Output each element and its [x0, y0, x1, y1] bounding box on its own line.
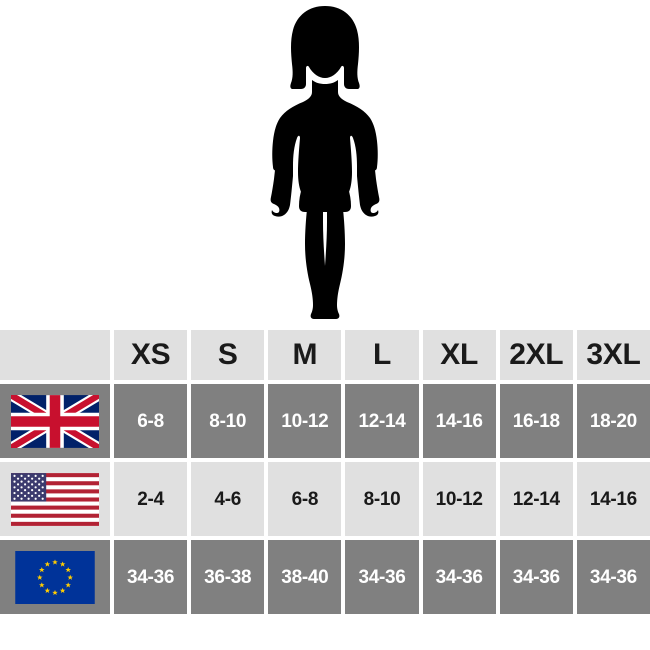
header-label-2xl: 2XL	[509, 338, 564, 371]
header-cell-xl: XL	[422, 330, 496, 380]
us-value-xs: 2-4	[137, 488, 164, 510]
uk-size-cell-3xl: 18-20	[576, 384, 650, 458]
uk-value-xl: 14-16	[435, 410, 483, 432]
uk-flag-cell	[0, 384, 110, 458]
header-corner-cell	[0, 330, 110, 380]
header-label-xl: XL	[440, 338, 478, 371]
table-header-row: XS S M L XL 2XL 3XL	[0, 330, 650, 380]
uk-flag-icon	[11, 394, 99, 448]
us-value-xl: 10-12	[435, 488, 483, 510]
header-label-s: S	[217, 338, 238, 371]
eu-value-2xl: 34-36	[512, 566, 560, 588]
header-label-m: M	[292, 338, 318, 371]
uk-size-cell-s: 8-10	[191, 384, 265, 458]
eu-size-cell-l: 34-36	[345, 540, 419, 614]
eu-value-xs: 34-36	[127, 566, 175, 588]
eu-size-cell-s: 36-38	[191, 540, 265, 614]
eu-size-cell-xl: 34-36	[422, 540, 496, 614]
us-size-cell-xl: 10-12	[422, 462, 496, 536]
uk-size-cell-l: 12-14	[345, 384, 419, 458]
table-row: 6-8 8-10 10-12 12-14 14-16 16-18 18-20	[0, 384, 650, 458]
uk-value-m: 10-12	[281, 410, 329, 432]
eu-value-3xl: 34-36	[589, 566, 637, 588]
uk-value-xs: 6-8	[137, 410, 164, 432]
table-row: 2-4 4-6 6-8 8-10 10-12 12-14 14-16	[0, 462, 650, 536]
header-cell-m: M	[268, 330, 342, 380]
us-size-cell-2xl: 12-14	[499, 462, 573, 536]
eu-size-cell-2xl: 34-36	[499, 540, 573, 614]
size-chart-table: XS S M L XL 2XL 3XL	[0, 330, 650, 616]
figure-illustration-area	[270, 6, 380, 319]
eu-value-s: 36-38	[204, 566, 252, 588]
eu-size-cell-m: 38-40	[268, 540, 342, 614]
us-value-s: 4-6	[214, 488, 241, 510]
us-value-m: 6-8	[291, 488, 319, 510]
us-size-cell-3xl: 14-16	[576, 462, 650, 536]
table-row: 34-36 36-38 38-40 34-36 34-36 34-36 34-3…	[0, 540, 650, 614]
eu-value-l: 34-36	[358, 566, 406, 588]
us-size-cell-m: 6-8	[268, 462, 342, 536]
us-size-cell-l: 8-10	[345, 462, 419, 536]
uk-value-3xl: 18-20	[589, 410, 637, 432]
uk-value-l: 12-14	[358, 410, 406, 432]
us-flag-cell	[0, 462, 110, 536]
eu-flag-icon	[15, 550, 95, 604]
uk-size-cell-2xl: 16-18	[499, 384, 573, 458]
eu-flag-cell	[0, 540, 110, 614]
us-value-2xl: 12-14	[512, 488, 560, 510]
header-cell-2xl: 2XL	[499, 330, 573, 380]
uk-size-cell-m: 10-12	[268, 384, 342, 458]
uk-size-cell-xs: 6-8	[114, 384, 188, 458]
header-cell-xs: XS	[114, 330, 188, 380]
header-label-xs: XS	[130, 338, 171, 371]
eu-value-xl: 34-36	[435, 566, 483, 588]
us-value-l: 8-10	[363, 488, 401, 510]
us-size-cell-xs: 2-4	[114, 462, 188, 536]
header-label-3xl: 3XL	[586, 338, 641, 371]
us-size-cell-s: 4-6	[191, 462, 265, 536]
header-label-l: L	[372, 338, 391, 371]
eu-size-cell-xs: 34-36	[114, 540, 188, 614]
eu-size-cell-3xl: 34-36	[576, 540, 650, 614]
us-flag-icon	[11, 472, 99, 526]
header-cell-l: L	[345, 330, 419, 380]
uk-size-cell-xl: 14-16	[422, 384, 496, 458]
header-cell-s: S	[191, 330, 265, 380]
us-value-3xl: 14-16	[589, 488, 637, 510]
header-cell-3xl: 3XL	[576, 330, 650, 380]
eu-value-m: 38-40	[281, 566, 329, 588]
uk-value-2xl: 16-18	[512, 410, 560, 432]
uk-value-s: 8-10	[209, 410, 247, 432]
female-body-silhouette-icon	[270, 6, 380, 319]
